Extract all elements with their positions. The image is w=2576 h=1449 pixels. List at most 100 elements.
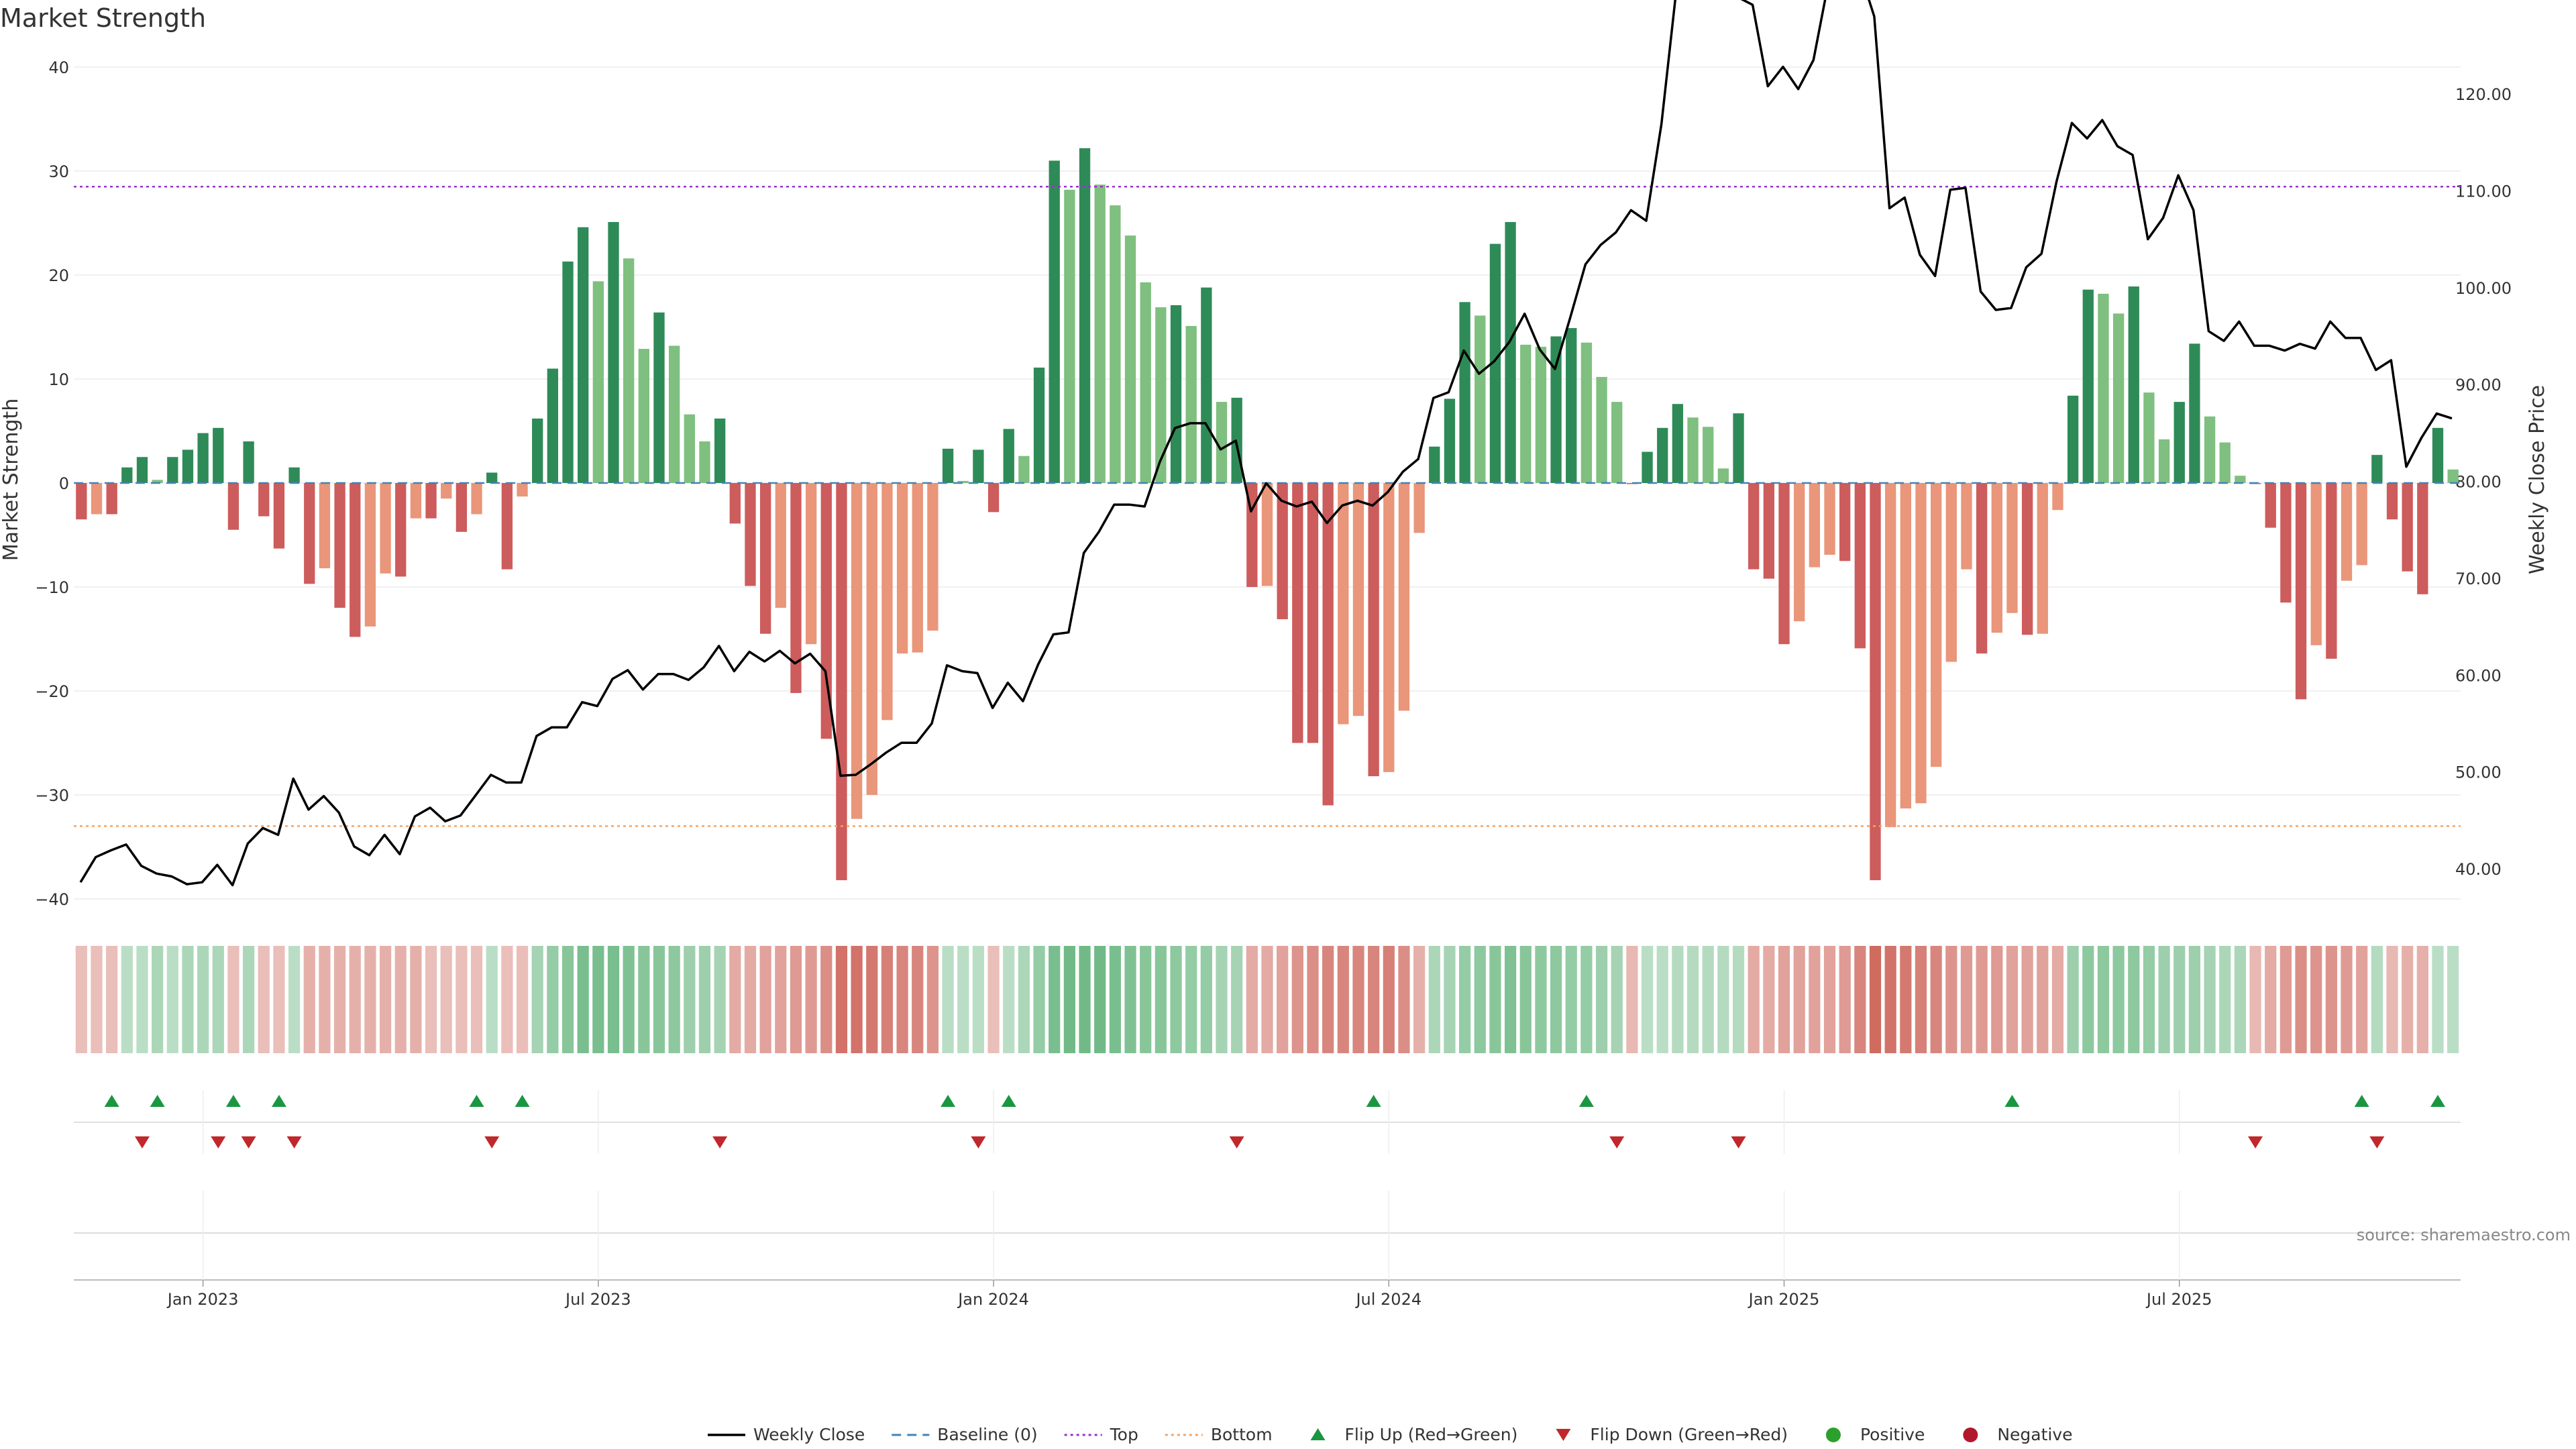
ribbon-cell (684, 946, 696, 1053)
y-tick-left: −10 (35, 578, 69, 597)
flip-up-marker (2004, 1095, 2020, 1107)
y-tick-right: 40.00 (2455, 860, 2502, 879)
ribbon-cell (2432, 946, 2444, 1053)
legend-item-flip_up: Flip Up (Red→Green) (1310, 1425, 1517, 1444)
strength-ribbon (75, 946, 2459, 1053)
strength-bar (2204, 416, 2216, 483)
strength-bar (1703, 427, 1714, 483)
flip-up-marker (1578, 1095, 1594, 1107)
ribbon-cell (2325, 946, 2337, 1053)
strength-bar (2280, 483, 2292, 603)
y-tick-right: 50.00 (2455, 763, 2502, 782)
strength-bar (532, 418, 543, 483)
ribbon-cell (1519, 946, 1532, 1053)
legend-label: Positive (1860, 1425, 1925, 1444)
ribbon-cell (2386, 946, 2398, 1053)
x-tick-label: Jul 2025 (2145, 1290, 2212, 1309)
legend-label: Baseline (0) (937, 1425, 1037, 1444)
x-tick-label: Jan 2024 (957, 1290, 1029, 1309)
strength-bar (167, 457, 178, 483)
y-tick-left: −30 (35, 786, 69, 805)
x-axis-ticks: Jan 2023 Jul 2023 Jan 2024 Jul 2024 Jan 2025… (166, 1280, 2212, 1309)
ribbon-cell (912, 946, 924, 1053)
strength-bar (258, 483, 270, 517)
strength-bar (121, 467, 133, 483)
strength-bar (987, 483, 1000, 513)
strength-bar (592, 281, 604, 483)
ribbon-cell (470, 946, 483, 1053)
x-tick-label: Jan 2023 (166, 1290, 239, 1309)
ribbon-cell (258, 946, 270, 1053)
ribbon-cell (2279, 946, 2292, 1053)
strength-bar (2128, 286, 2139, 483)
strength-bar (1550, 336, 1562, 483)
strength-bar (1338, 483, 1349, 724)
flip-down-marker (1731, 1136, 1746, 1148)
strength-bar (2189, 343, 2200, 483)
strength-bar (1170, 305, 1182, 483)
strength-bar (836, 483, 847, 881)
strength-bar (1580, 342, 1593, 483)
ribbon-cell (2416, 946, 2428, 1053)
strength-bar (197, 433, 209, 483)
ribbon-cell (1823, 946, 1836, 1053)
strength-bar (334, 483, 345, 608)
flip-up-marker (2430, 1095, 2446, 1107)
ribbon-cell (623, 946, 635, 1053)
ribbon-cell (1945, 946, 1957, 1053)
ribbon-cell (1398, 946, 1410, 1053)
ribbon-cell (592, 946, 604, 1053)
strength-bar (517, 483, 528, 497)
legend-swatch (1310, 1428, 1326, 1440)
strength-bar (1201, 287, 1212, 483)
y-tick-left: −40 (35, 890, 69, 909)
ribbon-cell (1580, 946, 1593, 1053)
strength-bar (213, 427, 224, 483)
ribbon-cell (333, 946, 346, 1053)
ribbon-cell (501, 946, 513, 1053)
strength-bar (2082, 289, 2094, 483)
ribbon-cell (243, 946, 255, 1053)
strength-bar (1566, 328, 1577, 483)
ribbon-cell (1504, 946, 1517, 1053)
flip-up-marker (2354, 1095, 2369, 1107)
ribbon-cell (106, 946, 118, 1053)
strength-bar (350, 483, 361, 637)
ribbon-cell (136, 946, 148, 1053)
strength-bar (866, 483, 877, 795)
ribbon-cell (1049, 946, 1061, 1053)
flip-up-marker (225, 1095, 241, 1107)
strength-bar (273, 483, 285, 549)
ribbon-cell (2051, 946, 2064, 1053)
strength-bar (1352, 483, 1364, 716)
ribbon-cell (1033, 946, 1045, 1053)
ribbon-cell (561, 946, 574, 1053)
strength-bar (881, 483, 893, 720)
ribbon-cell (1656, 946, 1668, 1053)
chart-title: Market Strength (0, 3, 206, 33)
strength-bar (1398, 483, 1410, 711)
flip-up-marker (941, 1095, 956, 1107)
ribbon-cell (1322, 946, 1334, 1053)
strength-bar (1991, 483, 2002, 633)
legend-item-positive: Positive (1825, 1425, 1925, 1444)
strength-bar (1277, 483, 1288, 620)
ribbon-cell (1094, 946, 1106, 1053)
strength-bar (790, 483, 802, 694)
y-tick-left: 30 (48, 162, 69, 181)
strength-bar (1003, 429, 1014, 483)
legend-label: Weekly Close (753, 1425, 865, 1444)
strength-bar (319, 483, 331, 569)
ribbon-cell (531, 946, 543, 1053)
strength-bar (2371, 455, 2383, 483)
flip-down-marker (2369, 1136, 2385, 1148)
strength-bar (1413, 483, 1425, 533)
ribbon-cell (2174, 946, 2186, 1053)
strength-bar (364, 483, 376, 627)
strength-bar (745, 483, 756, 586)
strength-bars (76, 148, 2459, 881)
ribbon-cell (1413, 946, 1426, 1053)
ribbon-cell (212, 946, 224, 1053)
ribbon-cell (1428, 946, 1440, 1053)
strength-bar (1064, 189, 1075, 483)
